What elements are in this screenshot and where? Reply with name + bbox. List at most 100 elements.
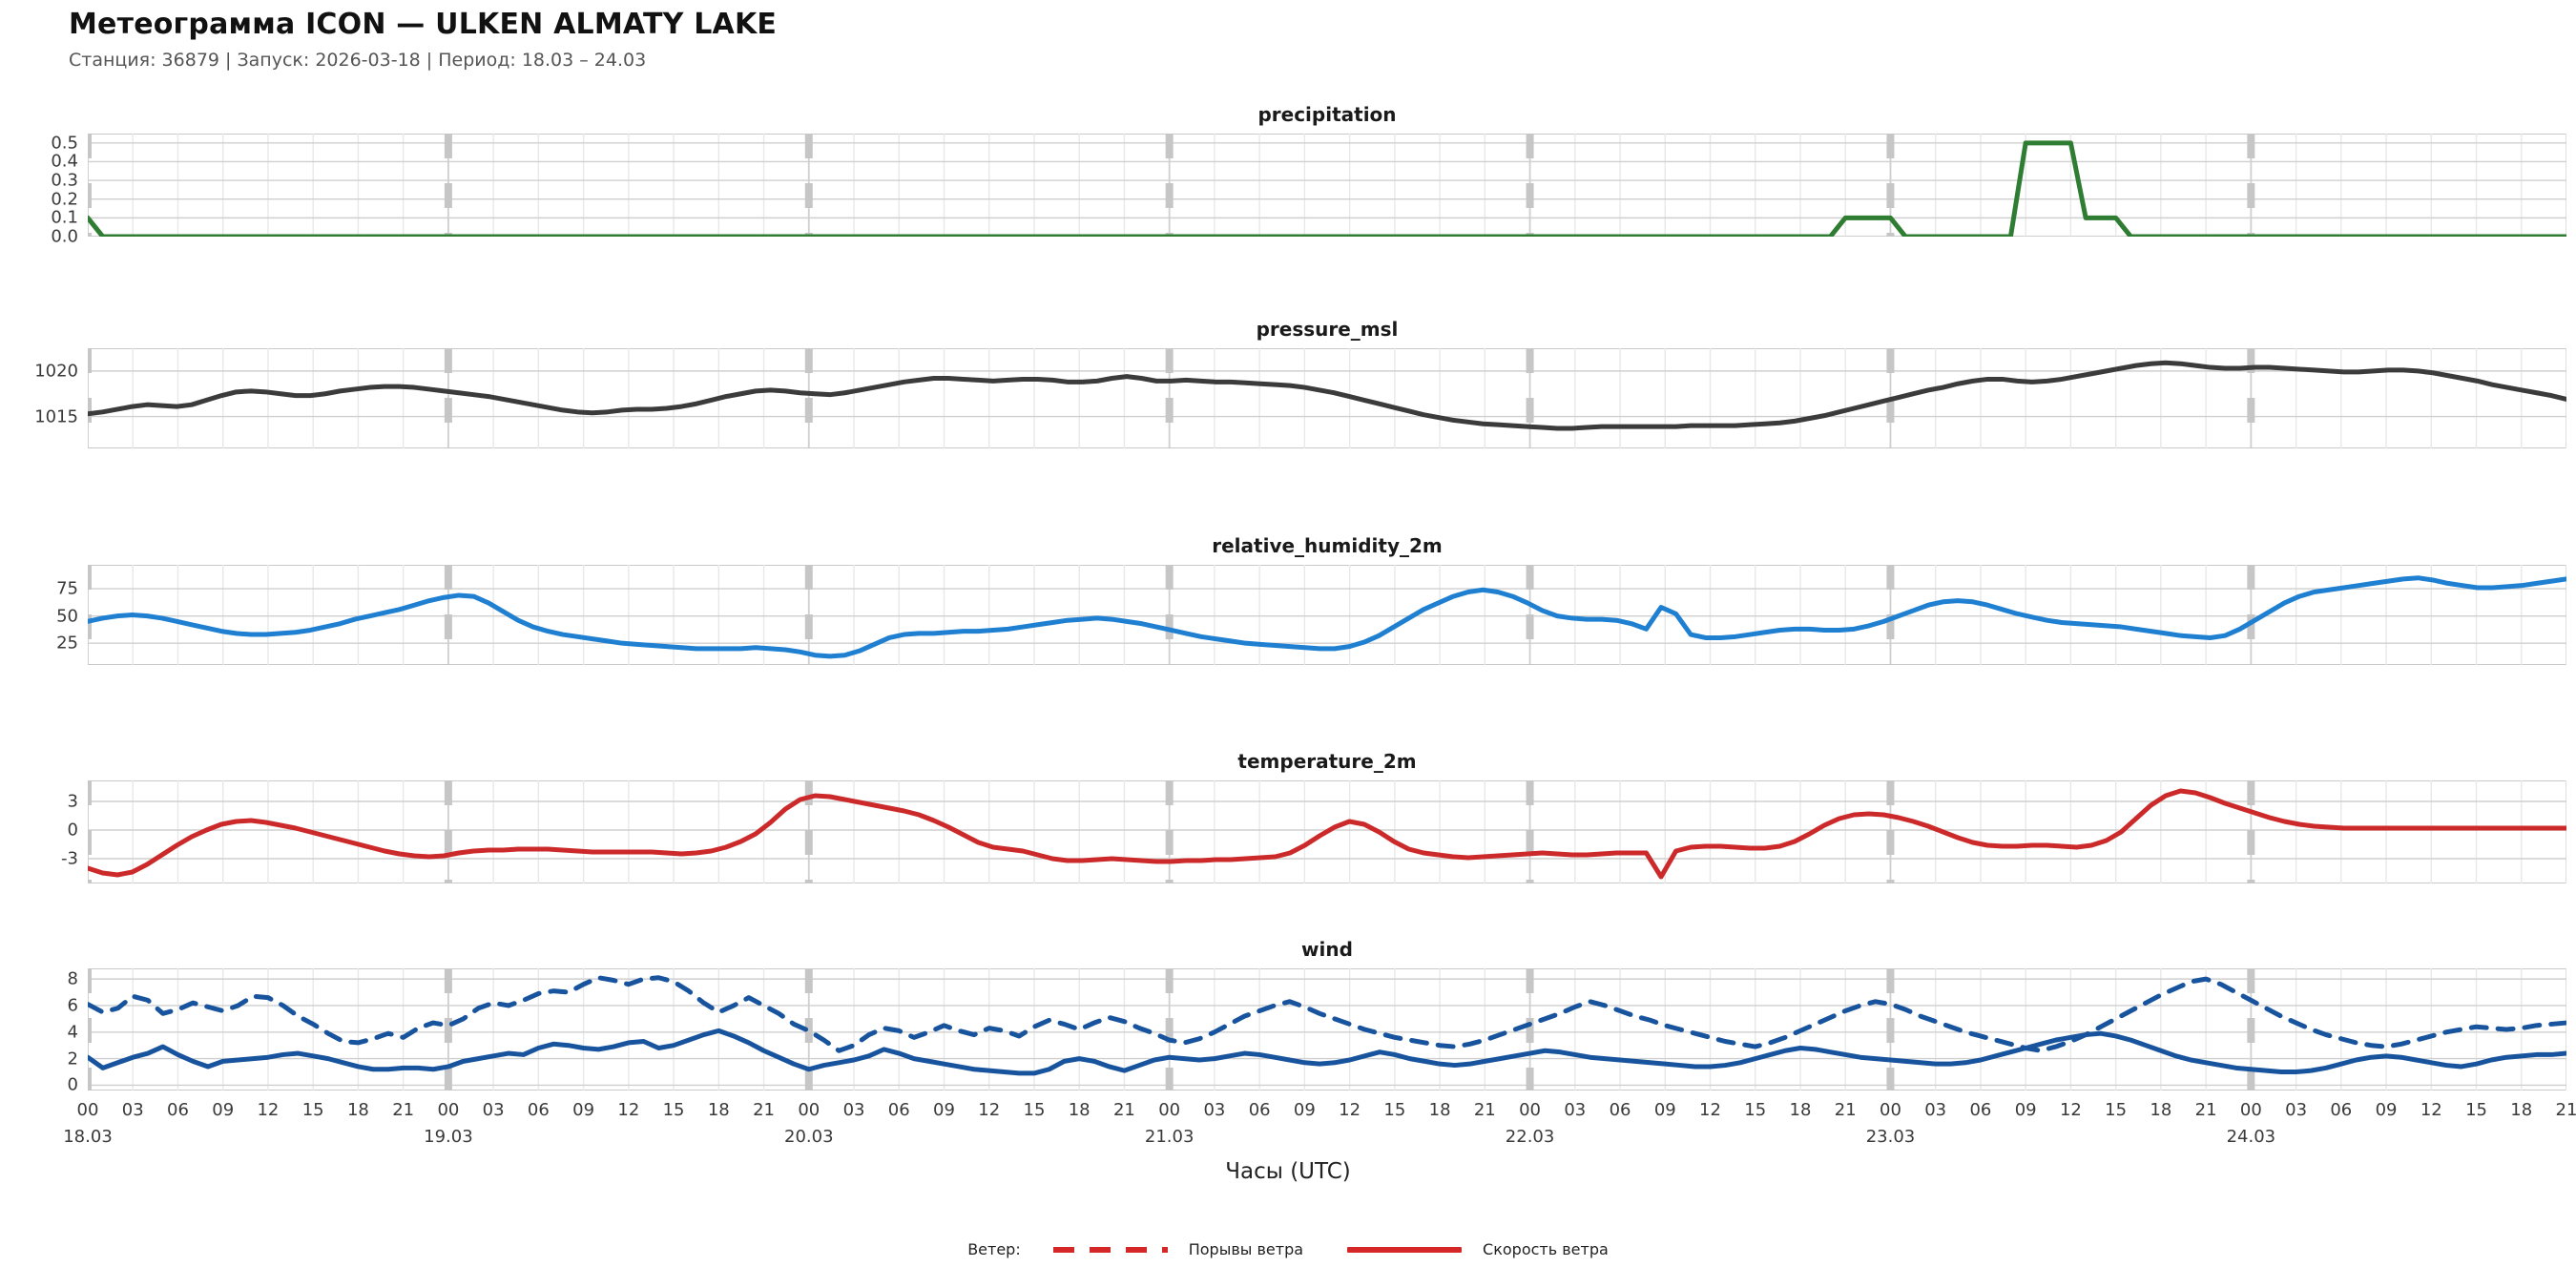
x-tick-hour: 06: [1969, 1100, 1992, 1120]
x-tick-hour: 09: [1653, 1100, 1676, 1120]
x-tick-hour: 12: [257, 1100, 280, 1120]
plot-area-precipitation: [88, 134, 2566, 237]
x-tick-hour: 15: [2465, 1100, 2487, 1120]
x-tick-hour: 00: [76, 1100, 99, 1120]
x-tick-hour: 03: [121, 1100, 144, 1120]
x-tick-hour: 21: [392, 1100, 415, 1120]
legend-label: Скорость ветра: [1483, 1240, 1609, 1258]
legend-label: Порывы ветра: [1188, 1240, 1304, 1258]
x-tick-hour: 06: [167, 1100, 189, 1120]
x-tick-hour: 15: [1023, 1100, 1046, 1120]
chart-panel-precipitation: precipitation: [88, 103, 2566, 237]
x-tick-hour: 00: [798, 1100, 821, 1120]
x-tick-hour: 09: [933, 1100, 955, 1120]
y-tick-wind: 2: [67, 1049, 78, 1070]
x-tick-hour: 15: [662, 1100, 685, 1120]
x-tick-day: 18.03: [63, 1127, 113, 1147]
x-tick-day: 22.03: [1505, 1127, 1555, 1147]
x-tick-hour: 03: [1924, 1100, 1947, 1120]
x-tick-hour: 18: [346, 1100, 369, 1120]
x-tick-hour: 00: [1519, 1100, 1542, 1120]
x-tick-hour: 00: [1158, 1100, 1181, 1120]
x-tick-hour: 15: [1744, 1100, 1767, 1120]
y-tick-relative_humidity_2m: 75: [56, 578, 78, 599]
legend-entry: Порывы ветра: [1052, 1240, 1304, 1258]
y-tick-precipitation: 0.5: [51, 133, 78, 154]
x-tick-hour: 03: [1564, 1100, 1587, 1120]
y-tick-wind: 8: [67, 968, 78, 989]
x-tick-hour: 06: [527, 1100, 550, 1120]
chart-panel-wind: wind: [88, 938, 2566, 1091]
x-tick-day: 24.03: [2226, 1127, 2276, 1147]
x-tick-hour: 12: [1339, 1100, 1361, 1120]
x-tick-hour: 09: [2375, 1100, 2398, 1120]
y-tick-wind: 6: [67, 995, 78, 1016]
x-tick-hour: 06: [887, 1100, 910, 1120]
x-axis-label: Часы (UTC): [1225, 1159, 1351, 1184]
chart-title-wind: wind: [1301, 938, 1353, 961]
x-tick-day: 21.03: [1144, 1127, 1195, 1147]
x-tick-hour: 03: [1203, 1100, 1226, 1120]
x-tick-hour: 00: [2239, 1100, 2262, 1120]
x-tick-day: 19.03: [424, 1127, 473, 1147]
chart-title-pressure_msl: pressure_msl: [1256, 318, 1399, 341]
y-tick-precipitation: 0.2: [51, 189, 78, 210]
x-tick-hour: 00: [437, 1100, 460, 1120]
y-tick-precipitation: 0.1: [51, 207, 78, 228]
x-tick-hour: 15: [1383, 1100, 1406, 1120]
y-tick-pressure_msl: 1020: [34, 361, 78, 382]
y-tick-relative_humidity_2m: 50: [56, 606, 78, 627]
x-tick-hour: 21: [753, 1100, 775, 1120]
y-tick-temperature_2m: 0: [67, 820, 78, 841]
plot-area-wind: [88, 968, 2566, 1091]
x-tick-hour: 18: [1428, 1100, 1451, 1120]
x-tick-hour: 09: [572, 1100, 595, 1120]
legend-entry: Скорость ветра: [1347, 1240, 1609, 1258]
chart-title-relative_humidity_2m: relative_humidity_2m: [1212, 534, 1443, 557]
x-tick-hour: 21: [2555, 1100, 2576, 1120]
x-tick-hour: 18: [2150, 1100, 2172, 1120]
y-tick-precipitation: 0.0: [51, 226, 78, 247]
page-title: Метеограмма ICON — ULKEN ALMATY LAKE: [69, 8, 778, 41]
chart-panel-relative_humidity_2m: relative_humidity_2m: [88, 534, 2566, 665]
x-tick-hour: 18: [1068, 1100, 1091, 1120]
x-tick-hour: 18: [1789, 1100, 1812, 1120]
y-tick-relative_humidity_2m: 25: [56, 633, 78, 654]
legend-swatch-solid: [1347, 1246, 1463, 1253]
x-tick-hour: 09: [1293, 1100, 1316, 1120]
chart-lines-precipitation: [88, 134, 2566, 237]
chart-lines-pressure_msl: [88, 348, 2566, 448]
x-tick-hour: 09: [2014, 1100, 2037, 1120]
x-tick-hour: 21: [1473, 1100, 1496, 1120]
x-tick-hour: 12: [2420, 1100, 2442, 1120]
y-tick-temperature_2m: -3: [61, 848, 78, 869]
x-tick-hour: 12: [1699, 1100, 1721, 1120]
x-tick-hour: 03: [482, 1100, 505, 1120]
wind-legend: Ветер: Порывы ветра Скорость ветра: [0, 1240, 2576, 1258]
chart-lines-temperature_2m: [88, 780, 2566, 883]
x-tick-hour: 21: [2194, 1100, 2217, 1120]
chart-title-precipitation: precipitation: [1257, 103, 1397, 126]
x-tick-hour: 06: [1609, 1100, 1631, 1120]
x-tick-hour: 21: [1112, 1100, 1135, 1120]
x-tick-hour: 06: [1248, 1100, 1271, 1120]
y-tick-wind: 4: [67, 1022, 78, 1043]
x-tick-hour: 21: [1834, 1100, 1857, 1120]
x-tick-hour: 03: [842, 1100, 865, 1120]
page-subtitle: Станция: 36879 | Запуск: 2026-03-18 | Пе…: [69, 50, 647, 71]
chart-lines-wind: [88, 968, 2566, 1091]
legend-title: Ветер:: [967, 1240, 1021, 1258]
x-tick-hour: 18: [707, 1100, 730, 1120]
y-tick-wind: 0: [67, 1074, 78, 1095]
x-tick-hour: 12: [617, 1100, 640, 1120]
chart-lines-relative_humidity_2m: [88, 565, 2566, 665]
x-tick-hour: 03: [2285, 1100, 2308, 1120]
x-tick-hour: 09: [212, 1100, 235, 1120]
y-tick-precipitation: 0.4: [51, 151, 78, 172]
chart-panel-pressure_msl: pressure_msl: [88, 318, 2566, 448]
x-tick-day: 20.03: [784, 1127, 834, 1147]
y-tick-pressure_msl: 1015: [34, 406, 78, 427]
chart-panel-temperature_2m: temperature_2m: [88, 750, 2566, 883]
x-tick-hour: 00: [1880, 1100, 1901, 1120]
x-axis: 00 03 06 09 12 15 18 21 00 03 06 09 12 15 18 21 00 03 06 09…: [0, 1100, 2576, 1157]
